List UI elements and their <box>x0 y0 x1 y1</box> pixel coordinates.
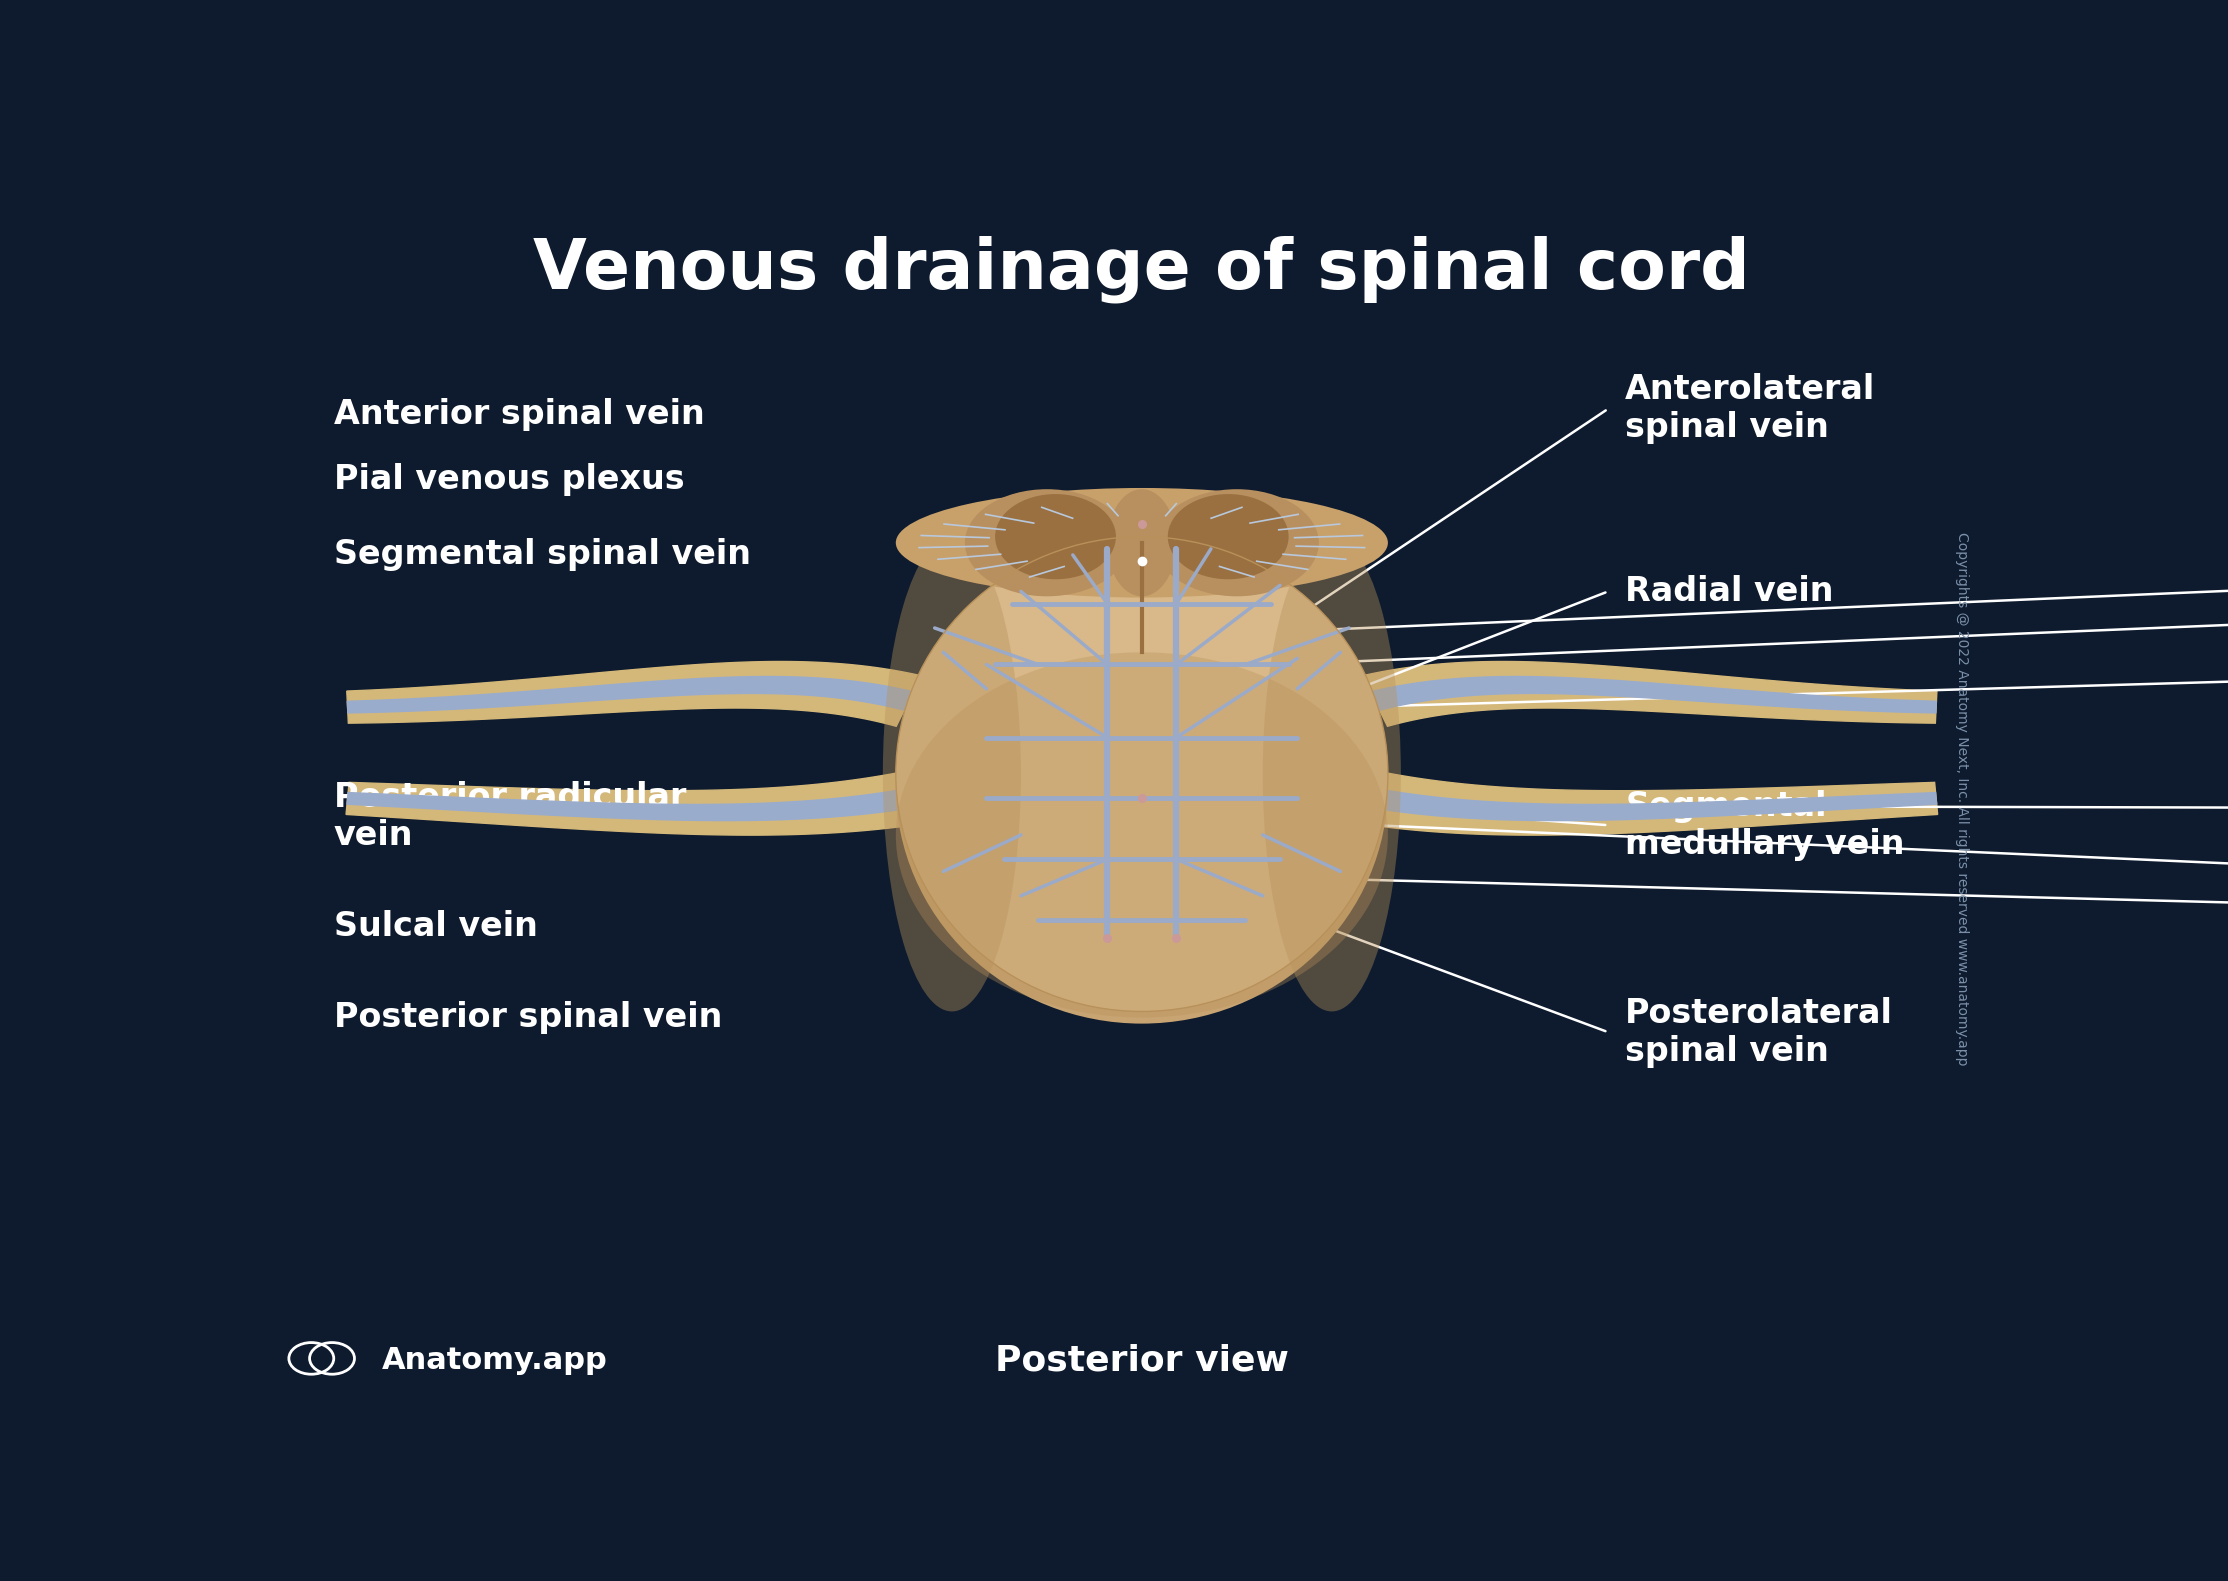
Ellipse shape <box>896 653 1388 1018</box>
Polygon shape <box>348 661 920 726</box>
Polygon shape <box>348 789 911 821</box>
Text: Anterior spinal vein: Anterior spinal vein <box>334 398 704 432</box>
Text: Segmental spinal vein: Segmental spinal vein <box>334 539 751 571</box>
Ellipse shape <box>882 536 1020 1012</box>
Polygon shape <box>1372 789 1936 821</box>
Text: Posterolateral
spinal vein: Posterolateral spinal vein <box>1626 996 1894 1067</box>
Polygon shape <box>1370 677 1936 713</box>
Ellipse shape <box>1154 489 1319 596</box>
Ellipse shape <box>896 536 1388 1012</box>
Ellipse shape <box>896 549 1388 1023</box>
Ellipse shape <box>965 489 1130 596</box>
Text: Radial vein: Radial vein <box>1626 575 1834 609</box>
Polygon shape <box>1366 773 1938 835</box>
Text: Venous drainage of spinal cord: Venous drainage of spinal cord <box>532 236 1751 302</box>
Text: Anatomy.app: Anatomy.app <box>383 1347 608 1375</box>
Text: Anterolateral
spinal vein: Anterolateral spinal vein <box>1626 373 1876 444</box>
Text: Pial venous plexus: Pial venous plexus <box>334 463 684 496</box>
Ellipse shape <box>896 489 1388 598</box>
Ellipse shape <box>1107 489 1176 596</box>
Polygon shape <box>348 677 913 713</box>
Text: Copyrights @ 2022 Anatomy Next, Inc. All rights reserved www.anatomy.app: Copyrights @ 2022 Anatomy Next, Inc. All… <box>1954 531 1970 1066</box>
Text: Sulcal vein: Sulcal vein <box>334 909 537 942</box>
Polygon shape <box>345 773 918 835</box>
Ellipse shape <box>1263 536 1401 1012</box>
Text: Posterior spinal vein: Posterior spinal vein <box>334 1001 722 1034</box>
Text: Segmental
medullary vein: Segmental medullary vein <box>1626 789 1905 860</box>
Text: Posterior view: Posterior view <box>996 1344 1288 1377</box>
Ellipse shape <box>996 493 1116 579</box>
Ellipse shape <box>1167 493 1288 579</box>
Polygon shape <box>1364 661 1936 726</box>
Text: Posterior radicular
vein: Posterior radicular vein <box>334 781 686 852</box>
